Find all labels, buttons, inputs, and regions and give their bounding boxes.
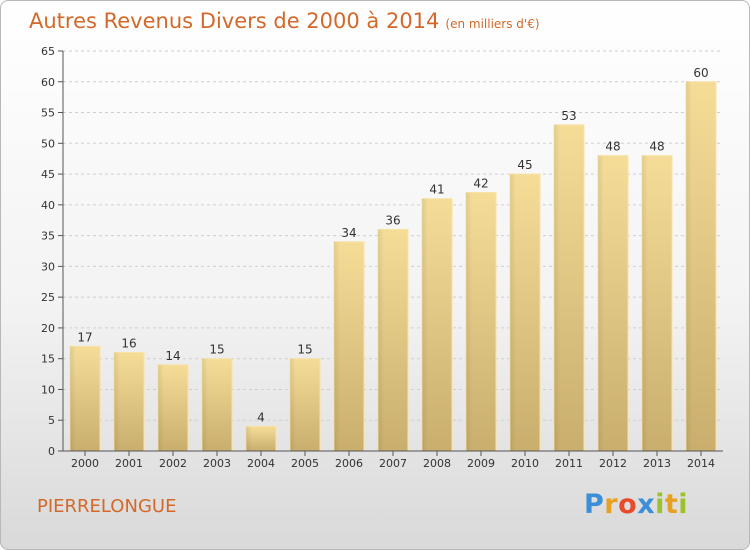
- data-label: 48: [605, 140, 620, 154]
- bars: 17 16 14 15 4 15 34 36 41 42 45 53 48 48 60: [69, 66, 717, 452]
- y-tick-label: 15: [41, 353, 55, 366]
- bar-shade: [114, 352, 120, 451]
- bar-shade: [598, 155, 604, 451]
- bar-shade: [554, 124, 560, 451]
- y-tick-label: 50: [41, 137, 55, 150]
- data-label: 4: [257, 410, 265, 424]
- x-tick-label: 2014: [687, 457, 715, 470]
- data-label: 17: [77, 330, 92, 344]
- bar-shade: [70, 346, 76, 451]
- x-tick-label: 2010: [511, 457, 539, 470]
- bar-shade: [466, 192, 472, 452]
- x-tick-label: 2013: [643, 457, 671, 470]
- data-label: 53: [561, 109, 576, 123]
- y-tick-label: 0: [48, 445, 55, 458]
- data-label: 15: [209, 343, 224, 357]
- x-tick-label: 2004: [247, 457, 275, 470]
- data-label: 14: [165, 349, 180, 363]
- logo-letter: i: [678, 489, 689, 520]
- data-label: 41: [429, 183, 444, 197]
- chart-title: Autres Revenus Divers de 2000 à 2014 (en …: [29, 9, 540, 33]
- x-tick-label: 2009: [467, 457, 495, 470]
- x-tick-label: 2001: [115, 457, 143, 470]
- data-label: 60: [693, 66, 708, 80]
- data-label: 15: [297, 343, 312, 357]
- x-tick-label: 2008: [423, 457, 451, 470]
- logo-letter: P: [584, 489, 605, 520]
- bar-shade: [246, 426, 252, 451]
- place-name: PIERRELONGUE: [37, 496, 177, 517]
- x-tick-label: 2000: [71, 457, 99, 470]
- logo-letter: x: [637, 489, 656, 520]
- bar-shade: [686, 81, 692, 452]
- y-tick-label: 10: [41, 383, 55, 396]
- bar-shade: [422, 198, 428, 451]
- x-tick-label: 2006: [335, 457, 363, 470]
- logo-letter: r: [604, 489, 619, 520]
- axes: 0 5 10 15 20 25 30 35 40 45 50 55 60 65 2000 2001 2002 20…: [41, 45, 723, 470]
- y-tick-label: 30: [41, 260, 55, 273]
- bar-shade: [202, 358, 208, 451]
- bar-shade: [510, 174, 516, 452]
- y-tick-label: 40: [41, 199, 55, 212]
- data-label: 42: [473, 177, 488, 191]
- bar-shade: [378, 229, 384, 451]
- y-tick-label: 20: [41, 322, 55, 335]
- x-tick-label: 2011: [555, 457, 583, 470]
- x-tick-label: 2005: [291, 457, 319, 470]
- y-tick-label: 55: [41, 107, 55, 120]
- y-tick-label: 45: [41, 168, 55, 181]
- bar-shade: [290, 358, 296, 451]
- x-tick-label: 2012: [599, 457, 627, 470]
- data-label: 16: [121, 337, 136, 351]
- y-tick-label: 60: [41, 76, 55, 89]
- x-tick-label: 2002: [159, 457, 187, 470]
- bar-shade: [334, 241, 340, 451]
- x-tick-label: 2003: [203, 457, 231, 470]
- y-tick-label: 25: [41, 291, 55, 304]
- bar-shade: [158, 364, 164, 451]
- y-tick-label: 35: [41, 230, 55, 243]
- logo-letter: t: [664, 489, 679, 520]
- data-label: 36: [385, 213, 400, 227]
- y-tick-label: 65: [41, 45, 55, 58]
- data-label: 34: [341, 226, 356, 240]
- data-label: 45: [517, 158, 532, 172]
- logo-letter: i: [655, 489, 665, 520]
- bar-shade: [642, 155, 648, 451]
- proxiti-logo: Proxiti: [584, 489, 688, 520]
- data-label: 48: [649, 140, 664, 154]
- y-tick-label: 5: [48, 414, 55, 427]
- logo-letter: o: [618, 489, 638, 520]
- chart-subtitle: (en milliers d'€): [445, 17, 540, 31]
- x-tick-label: 2007: [379, 457, 407, 470]
